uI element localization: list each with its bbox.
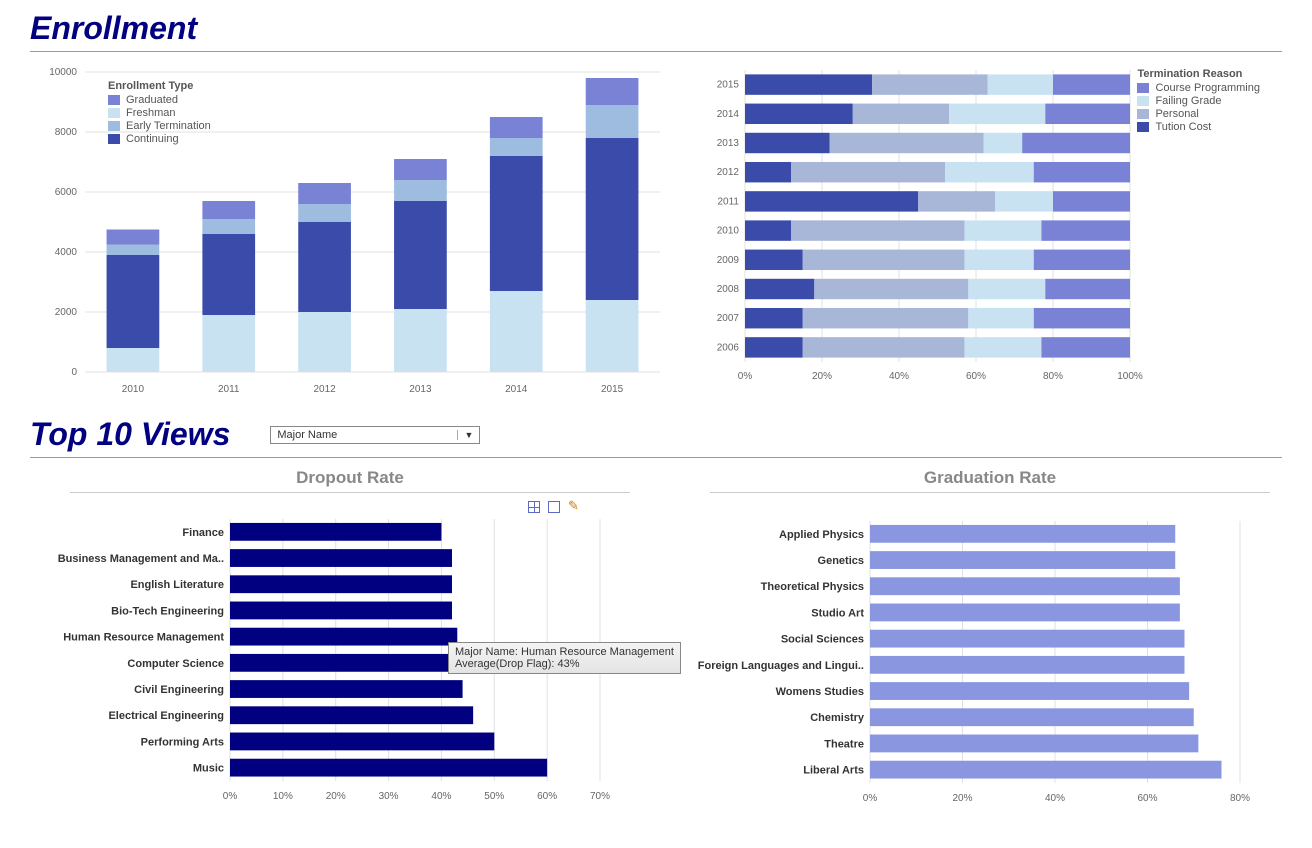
svg-text:Foreign Languages and Lingui..: Foreign Languages and Lingui.. (698, 660, 864, 672)
svg-text:Theoretical Physics: Theoretical Physics (761, 581, 864, 593)
graduation-title: Graduation Rate (710, 468, 1270, 493)
svg-text:60%: 60% (1137, 793, 1157, 804)
legend-item: Personal (1137, 108, 1260, 120)
enrollment-legend-title: Enrollment Type (108, 80, 211, 92)
svg-text:2010: 2010 (122, 384, 145, 395)
svg-text:Computer Science: Computer Science (127, 658, 224, 670)
svg-text:20%: 20% (952, 793, 972, 804)
svg-text:Applied Physics: Applied Physics (779, 529, 864, 541)
svg-text:0: 0 (71, 367, 77, 378)
legend-item: Early Termination (108, 120, 211, 132)
svg-text:Finance: Finance (182, 527, 224, 539)
major-name-dropdown[interactable]: Major Name ▼ (270, 426, 480, 444)
svg-text:Liberal Arts: Liberal Arts (803, 765, 864, 777)
dropout-chart: Dropout Rate 0% 10% 20% 30% 40% 50% 60% 70% Fina… (30, 464, 670, 810)
svg-text:2013: 2013 (717, 138, 740, 149)
svg-text:Chemistry: Chemistry (810, 712, 865, 724)
edit-icon[interactable] (568, 501, 580, 513)
chevron-down-icon: ▼ (457, 430, 473, 440)
svg-text:60%: 60% (537, 791, 557, 802)
svg-text:Music: Music (193, 763, 224, 775)
svg-text:60%: 60% (966, 371, 986, 382)
svg-text:6000: 6000 (55, 187, 78, 198)
legend-item: Tution Cost (1137, 121, 1260, 133)
svg-text:2011: 2011 (218, 384, 240, 395)
enrollment-chart: Enrollment Type GraduatedFreshmanEarly T… (30, 62, 670, 402)
chart-toolbar (30, 501, 670, 515)
legend-item: Continuing (108, 133, 211, 145)
svg-text:2009: 2009 (717, 255, 740, 266)
svg-text:2014: 2014 (717, 109, 740, 120)
tooltip-line2: Average(Drop Flag): 43% (455, 658, 674, 670)
svg-text:20%: 20% (812, 371, 832, 382)
svg-text:Genetics: Genetics (818, 555, 864, 567)
legend-item: Course Programming (1137, 82, 1260, 94)
svg-text:100%: 100% (1117, 371, 1143, 382)
svg-text:2008: 2008 (717, 284, 740, 295)
svg-text:10%: 10% (273, 791, 293, 802)
svg-text:0%: 0% (223, 791, 238, 802)
svg-text:2015: 2015 (717, 80, 740, 91)
graduation-chart: Graduation Rate 0% 20% 40% 60% 80% Applied Ph… (670, 464, 1310, 810)
legend-item: Failing Grade (1137, 95, 1260, 107)
dropout-title: Dropout Rate (70, 468, 630, 493)
svg-text:8000: 8000 (55, 127, 78, 138)
svg-text:2011: 2011 (717, 196, 739, 207)
svg-text:2007: 2007 (717, 313, 740, 324)
svg-text:40%: 40% (889, 371, 909, 382)
table-view-icon[interactable] (528, 501, 540, 513)
enrollment-title: Enrollment (30, 10, 1282, 52)
svg-text:0%: 0% (738, 371, 753, 382)
svg-text:2014: 2014 (505, 384, 528, 395)
svg-text:40%: 40% (431, 791, 451, 802)
svg-text:2006: 2006 (717, 342, 740, 353)
svg-text:40%: 40% (1045, 793, 1065, 804)
svg-text:0%: 0% (863, 793, 878, 804)
svg-text:Electrical Engineering: Electrical Engineering (108, 710, 224, 722)
svg-text:Business Management and Ma..: Business Management and Ma.. (58, 553, 224, 565)
svg-text:2015: 2015 (601, 384, 624, 395)
svg-text:2013: 2013 (409, 384, 432, 395)
svg-text:2000: 2000 (55, 307, 78, 318)
termination-legend-title: Termination Reason (1137, 68, 1260, 80)
legend-item: Freshman (108, 107, 211, 119)
dropdown-label: Major Name (277, 429, 337, 441)
svg-text:2010: 2010 (717, 226, 740, 237)
hover-tooltip: Major Name: Human Resource Management Av… (448, 642, 681, 674)
svg-text:80%: 80% (1043, 371, 1063, 382)
svg-text:2012: 2012 (717, 167, 740, 178)
svg-text:10000: 10000 (49, 67, 77, 78)
svg-text:Social Sciences: Social Sciences (781, 634, 864, 646)
svg-text:English Literature: English Literature (130, 579, 224, 591)
svg-text:Theatre: Theatre (824, 738, 864, 750)
termination-chart: Termination Reason Course ProgrammingFai… (700, 62, 1260, 402)
svg-text:Womens Studies: Womens Studies (776, 686, 864, 698)
svg-text:2012: 2012 (313, 384, 336, 395)
svg-text:Bio-Tech Engineering: Bio-Tech Engineering (111, 605, 224, 617)
svg-text:4000: 4000 (55, 247, 78, 258)
svg-text:70%: 70% (590, 791, 610, 802)
tooltip-line1: Major Name: Human Resource Management (455, 646, 674, 658)
svg-text:30%: 30% (379, 791, 399, 802)
svg-text:80%: 80% (1230, 793, 1250, 804)
svg-text:50%: 50% (484, 791, 504, 802)
svg-text:Human Resource Management: Human Resource Management (63, 632, 224, 644)
chart-view-icon[interactable] (548, 501, 560, 513)
top10-title: Top 10 Views (30, 416, 230, 453)
svg-text:20%: 20% (326, 791, 346, 802)
svg-text:Performing Arts: Performing Arts (141, 736, 224, 748)
svg-text:Studio Art: Studio Art (811, 607, 864, 619)
legend-item: Graduated (108, 94, 211, 106)
svg-text:Civil Engineering: Civil Engineering (134, 684, 224, 696)
